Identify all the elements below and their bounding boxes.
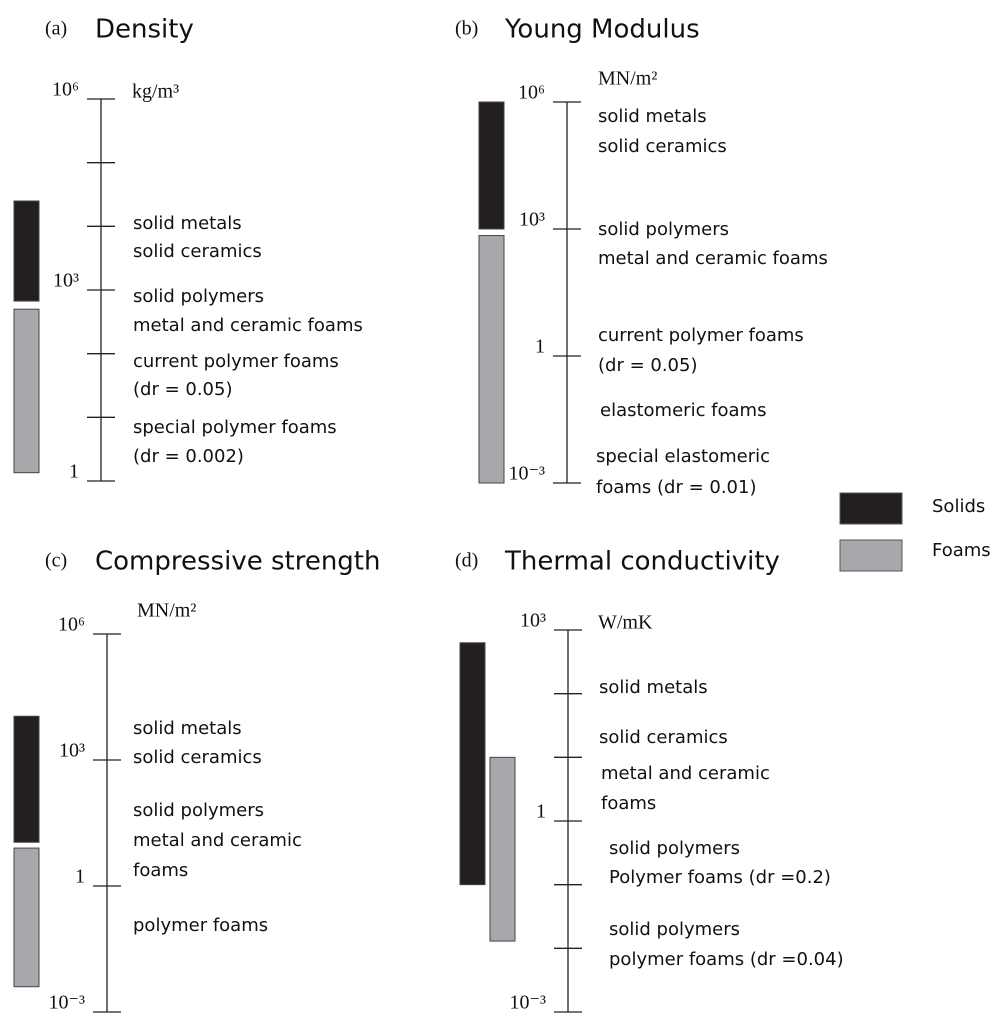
panel-label: (d) bbox=[455, 550, 478, 572]
y-tick-label: 10³ bbox=[53, 270, 79, 292]
legend-swatch bbox=[839, 492, 903, 525]
legend-swatch bbox=[839, 539, 903, 572]
y-tick-label: 1 bbox=[536, 801, 546, 823]
panel-label: (c) bbox=[45, 550, 67, 572]
annotation: solid ceramics bbox=[133, 241, 262, 262]
panel-title: Young Modulus bbox=[504, 15, 700, 45]
y-tick-label: 1 bbox=[69, 461, 79, 483]
annotation: polymer foams bbox=[133, 915, 268, 936]
y-tick-label: 10⁻³ bbox=[48, 992, 85, 1014]
legend-label: Foams bbox=[932, 540, 991, 561]
annotation: current polymer foams bbox=[598, 325, 804, 346]
y-tick-label: 10³ bbox=[520, 610, 546, 632]
range-bar bbox=[478, 101, 505, 230]
y-tick-label: 10⁻³ bbox=[508, 463, 545, 485]
axis-unit: MN/m² bbox=[137, 600, 196, 622]
annotation: elastomeric foams bbox=[600, 400, 766, 421]
axis-unit: kg/m³ bbox=[132, 81, 179, 103]
panel-title: Compressive strength bbox=[95, 547, 380, 577]
range-bar bbox=[489, 756, 516, 942]
annotation: solid metals bbox=[133, 213, 242, 234]
annotation: solid ceramics bbox=[598, 136, 727, 157]
range-bar bbox=[13, 847, 40, 988]
annotation: solid metals bbox=[598, 106, 707, 127]
y-tick-label: 10⁶ bbox=[58, 614, 85, 636]
annotation: (dr = 0.05) bbox=[133, 379, 232, 400]
annotation: foams bbox=[133, 860, 188, 881]
annotation: (dr = 0.002) bbox=[133, 446, 244, 467]
range-bar bbox=[13, 200, 40, 302]
panel-label: (b) bbox=[455, 18, 478, 40]
annotation: solid metals bbox=[133, 718, 242, 739]
legend-label: Solids bbox=[932, 496, 985, 517]
annotation: foams (dr = 0.01) bbox=[596, 477, 757, 498]
annotation: (dr = 0.05) bbox=[598, 355, 697, 376]
range-bar bbox=[459, 642, 486, 886]
range-bar bbox=[13, 308, 40, 474]
panel-title: Thermal conductivity bbox=[504, 547, 780, 577]
y-tick-label: 10³ bbox=[59, 740, 85, 762]
annotation: metal and ceramic foams bbox=[133, 315, 363, 336]
annotation: special polymer foams bbox=[133, 417, 337, 438]
y-tick-label: 1 bbox=[75, 866, 85, 888]
annotation: foams bbox=[601, 793, 656, 814]
annotation: solid polymers bbox=[133, 800, 264, 821]
annotation: metal and ceramic bbox=[133, 830, 302, 851]
annotation: current polymer foams bbox=[133, 351, 339, 372]
axis-unit: MN/m² bbox=[598, 68, 657, 90]
annotation: solid polymers bbox=[133, 286, 264, 307]
annotation: solid ceramics bbox=[599, 727, 728, 748]
annotation: solid polymers bbox=[609, 838, 740, 859]
annotation: solid metals bbox=[599, 677, 708, 698]
annotation: solid polymers bbox=[609, 919, 740, 940]
y-tick-label: 10³ bbox=[519, 209, 545, 231]
range-bar bbox=[478, 235, 505, 484]
y-tick-label: 10⁶ bbox=[52, 79, 79, 101]
y-tick-label: 10⁻³ bbox=[509, 992, 546, 1014]
annotation: Polymer foams (dr =0.2) bbox=[609, 867, 831, 888]
panel-label: (a) bbox=[45, 18, 67, 40]
axis-unit: W/mK bbox=[598, 612, 653, 634]
range-bar bbox=[13, 715, 40, 843]
annotation: solid ceramics bbox=[133, 747, 262, 768]
y-tick-label: 1 bbox=[535, 336, 545, 358]
panel-title: Density bbox=[95, 15, 194, 45]
y-tick-label: 10⁶ bbox=[518, 82, 545, 104]
annotation: solid polymers bbox=[598, 219, 729, 240]
annotation: special elastomeric bbox=[596, 446, 770, 467]
annotation: polymer foams (dr =0.04) bbox=[609, 949, 844, 970]
annotation: metal and ceramic bbox=[601, 763, 770, 784]
annotation: metal and ceramic foams bbox=[598, 248, 828, 269]
